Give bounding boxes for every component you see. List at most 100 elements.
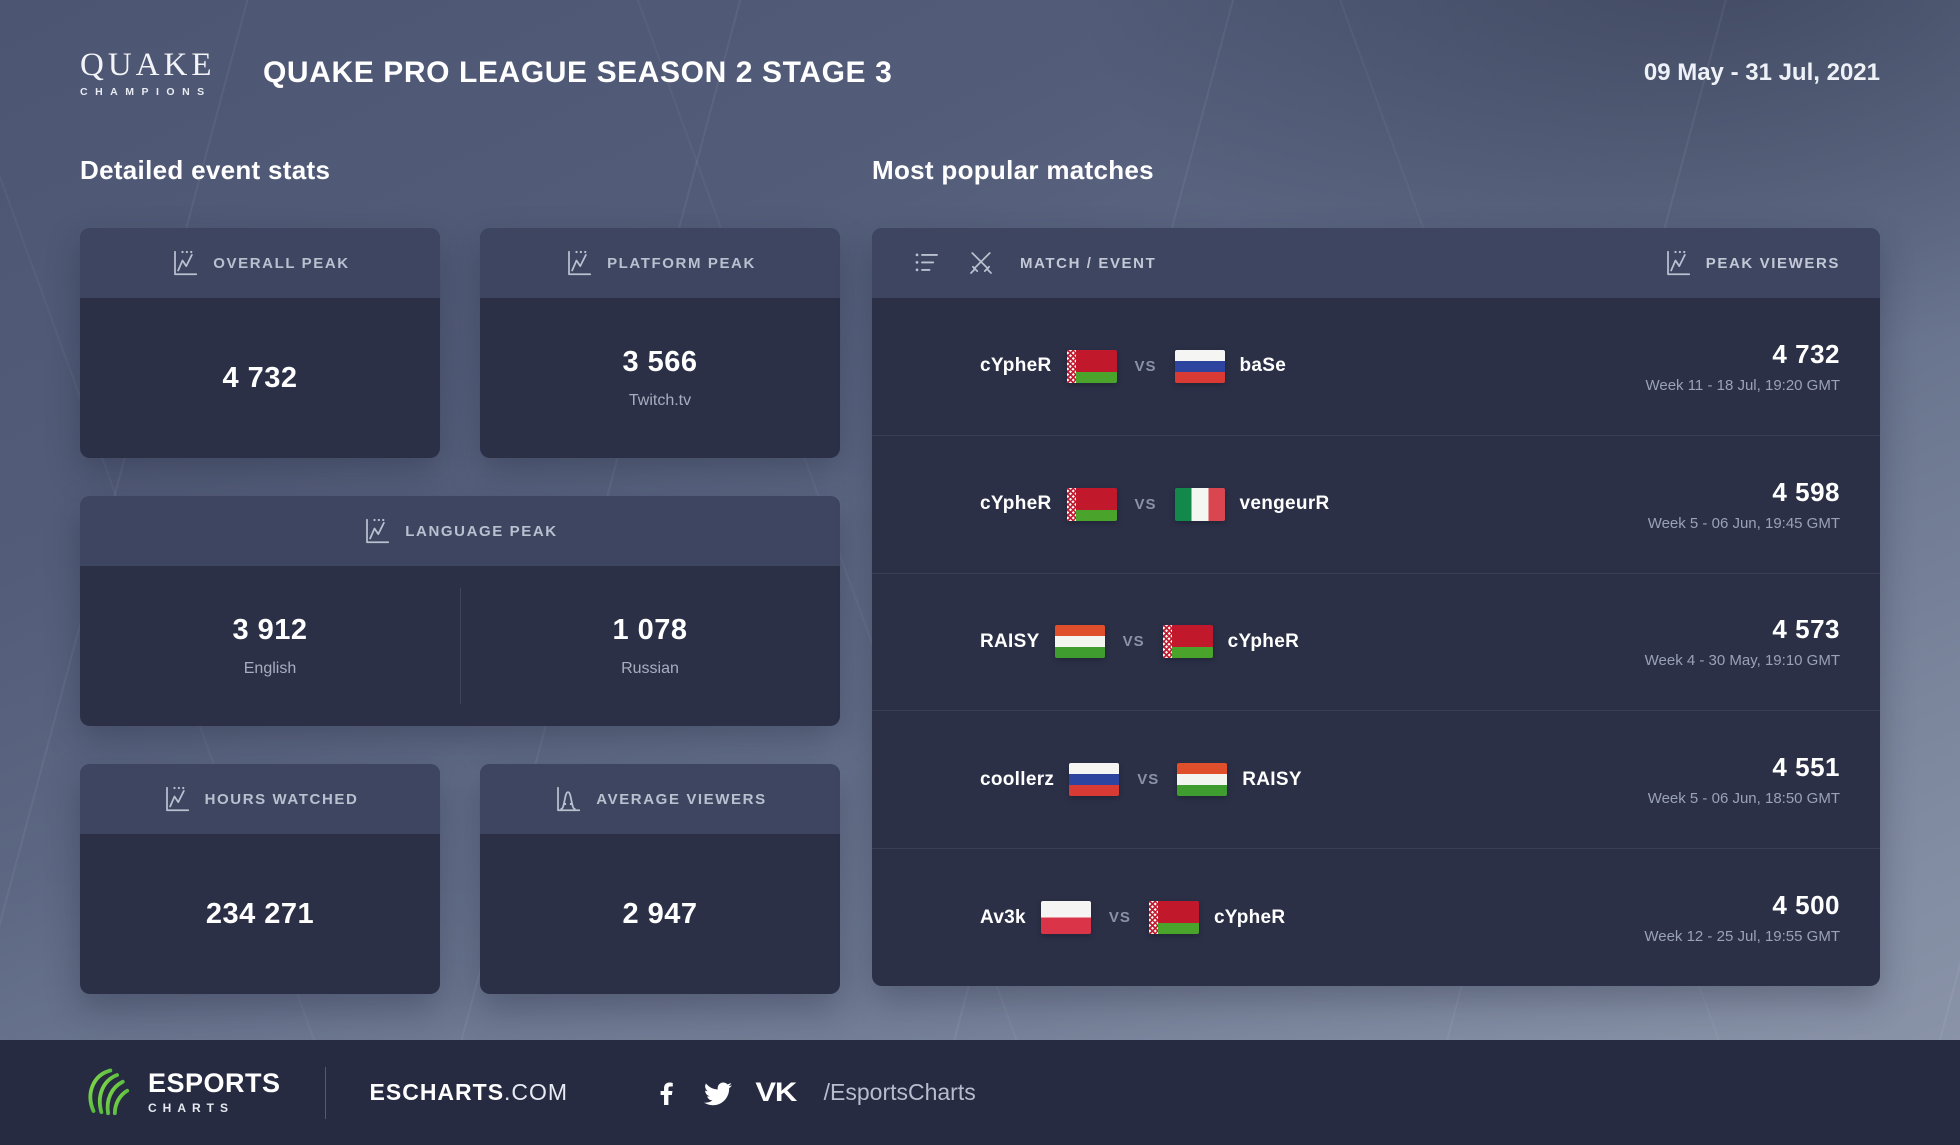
match-players: cYpheR VS baSe (980, 349, 1287, 383)
twitter-icon[interactable] (704, 1079, 733, 1107)
language-peak-russian: 1 078 Russian (460, 614, 840, 678)
crossed-swords-icon (970, 252, 992, 274)
brand-line-charts: CHARTS (148, 1101, 234, 1115)
footer-divider (324, 1066, 326, 1119)
player2-flag (1177, 763, 1228, 797)
vk-icon[interactable]: VK (755, 1077, 797, 1107)
match-row: RAISY VS cYpheR 4 573 Week 4 - 30 May, 1… (872, 572, 1880, 711)
match-row: Av3k VS cYpheR 4 500 Week 12 - 25 Jul, 1… (872, 848, 1880, 986)
peak-viewers-column-header: PEAK VIEWERS (1663, 248, 1840, 278)
quake-logo-word: QUAKE (80, 46, 216, 83)
peak-viewers-column-label: PEAK VIEWERS (1705, 254, 1840, 272)
match-peak-block: 4 500 Week 12 - 25 Jul, 19:55 GMT (1644, 890, 1840, 945)
player2-flag (1174, 487, 1225, 521)
player2-name: vengeurR (1239, 493, 1330, 515)
player1-name: Av3k (980, 906, 1026, 928)
match-date: Week 4 - 30 May, 19:10 GMT (1644, 652, 1840, 670)
stat-card-body: 2 947 (480, 834, 840, 994)
esports-charts-icon (88, 1068, 130, 1115)
most-popular-matches-section: Most popular matches MATCH / EVENT (872, 155, 1880, 986)
peak-chart-icon (1666, 250, 1690, 276)
player2-flag (1162, 625, 1213, 659)
stat-card-label: HOURS WATCHED (204, 790, 359, 808)
page-title: QUAKE PRO LEAGUE SEASON 2 STAGE 3 (263, 56, 893, 89)
overall-peak-value: 4 732 (222, 361, 298, 394)
stat-card-label: PLATFORM PEAK (607, 254, 756, 272)
platform-peak-platform: Twitch.tv (628, 392, 692, 409)
matches-table-header: MATCH / EVENT PEAK VIEWERS (872, 228, 1880, 298)
player1-flag (1066, 487, 1117, 521)
match-date: Week 11 - 18 Jul, 19:20 GMT (1645, 376, 1840, 394)
social-handle[interactable]: /EsportsCharts (823, 1079, 976, 1105)
stat-card-header: OVERALL PEAK (80, 228, 440, 298)
peak-viewers-value: 4 732 (1772, 338, 1840, 369)
stat-card-platform-peak: PLATFORM PEAK 3 566 Twitch.tv (480, 228, 840, 458)
stat-card-hours-watched: HOURS WATCHED 234 271 (80, 764, 440, 994)
match-players: RAISY VS cYpheR (980, 625, 1300, 659)
stat-card-label: AVERAGE VIEWERS (596, 790, 767, 808)
match-players: cYpheR VS vengeurR (980, 487, 1330, 521)
player1-flag (1069, 763, 1120, 797)
stat-card-overall-peak: OVERALL PEAK 4 732 (80, 228, 440, 458)
peak-viewers-value: 4 573 (1772, 614, 1840, 645)
stats-grid: OVERALL PEAK 4 732 PLATFORM PEAK 3 566 T… (80, 228, 840, 994)
player1-name: cYpheR (980, 493, 1052, 515)
vertical-divider (460, 588, 461, 704)
player1-name: RAISY (980, 630, 1040, 652)
stat-card-header: AVERAGE VIEWERS (480, 764, 840, 834)
esports-charts-wordmark: ESPORTS CHARTS (148, 1068, 281, 1116)
match-row: cYpheR VS vengeurR 4 598 Week 5 - 06 Jun… (872, 434, 1880, 573)
match-peak-block: 4 551 Week 5 - 06 Jun, 18:50 GMT (1648, 752, 1840, 807)
peak-chart-icon (174, 250, 198, 276)
match-row: cYpheR VS baSe 4 732 Week 11 - 18 Jul, 1… (872, 298, 1880, 435)
footer: ESPORTS CHARTS ESCHARTS.COM VK /EsportsC… (0, 1040, 1960, 1145)
quake-logo-subtitle: CHAMPIONS (80, 85, 212, 98)
stat-card-body: 234 271 (80, 834, 440, 994)
player1-flag (1040, 901, 1091, 935)
player2-name: cYpheR (1227, 630, 1300, 652)
peak-chart-icon (165, 786, 189, 812)
match-event-column-header: MATCH / EVENT (912, 248, 1156, 278)
player1-name: cYpheR (980, 355, 1052, 377)
stat-card-language-peak: LANGUAGE PEAK 3 912 English 1 078 Russia… (80, 496, 840, 726)
platform-peak-value: 3 566 (622, 346, 698, 378)
stat-card-body: 4 732 (80, 298, 440, 458)
vs-label: VS (1137, 771, 1160, 789)
match-date: Week 5 - 06 Jun, 18:50 GMT (1647, 790, 1840, 808)
facebook-icon[interactable] (654, 1081, 678, 1105)
match-peak-block: 4 573 Week 4 - 30 May, 19:10 GMT (1645, 614, 1840, 669)
player2-flag (1148, 901, 1199, 935)
match-date: Week 12 - 25 Jul, 19:55 GMT (1644, 928, 1840, 946)
detailed-event-stats-section: Detailed event stats OVERALL PEAK 4 732 (80, 155, 840, 994)
match-players: coollerz VS RAISY (980, 763, 1302, 797)
event-date-range: 09 May - 31 Jul, 2021 (1643, 59, 1880, 86)
stat-card-header: HOURS WATCHED (80, 764, 440, 834)
brand-line-esports: ESPORTS (148, 1068, 281, 1098)
match-row: coollerz VS RAISY 4 551 Week 5 - 06 Jun,… (872, 710, 1880, 848)
peak-viewers-value: 4 598 (1772, 476, 1840, 507)
player2-name: baSe (1239, 355, 1287, 377)
language-peak-english-label: English (243, 660, 297, 677)
language-peak-russian-value: 1 078 (612, 614, 688, 646)
quake-champions-logo: QUAKE CHAMPIONS (80, 46, 230, 98)
esports-charts-logo: ESPORTS CHARTS (80, 1066, 281, 1120)
bell-curve-icon (557, 786, 581, 812)
vs-label: VS (1134, 357, 1157, 375)
match-date: Week 5 - 06 Jun, 19:45 GMT (1647, 514, 1840, 532)
vs-label: VS (1122, 633, 1145, 651)
peak-viewers-value: 4 500 (1772, 890, 1840, 921)
escharts-site-link[interactable]: ESCHARTS.COM (370, 1079, 569, 1106)
site-link-tld: .COM (504, 1079, 569, 1105)
stat-card-average-viewers: AVERAGE VIEWERS 2 947 (480, 764, 840, 994)
vs-label: VS (1134, 495, 1157, 513)
stat-card-body: 3 912 English 1 078 Russian (80, 566, 840, 726)
social-links: VK /EsportsCharts (654, 1077, 976, 1108)
stat-card-body: 3 566 Twitch.tv (480, 298, 840, 458)
language-peak-english-value: 3 912 (232, 614, 308, 646)
matches-section-title: Most popular matches (872, 155, 1154, 185)
stats-section-title: Detailed event stats (80, 155, 331, 185)
vs-label: VS (1108, 909, 1131, 927)
peak-chart-icon (366, 518, 390, 544)
player1-flag (1066, 349, 1117, 383)
